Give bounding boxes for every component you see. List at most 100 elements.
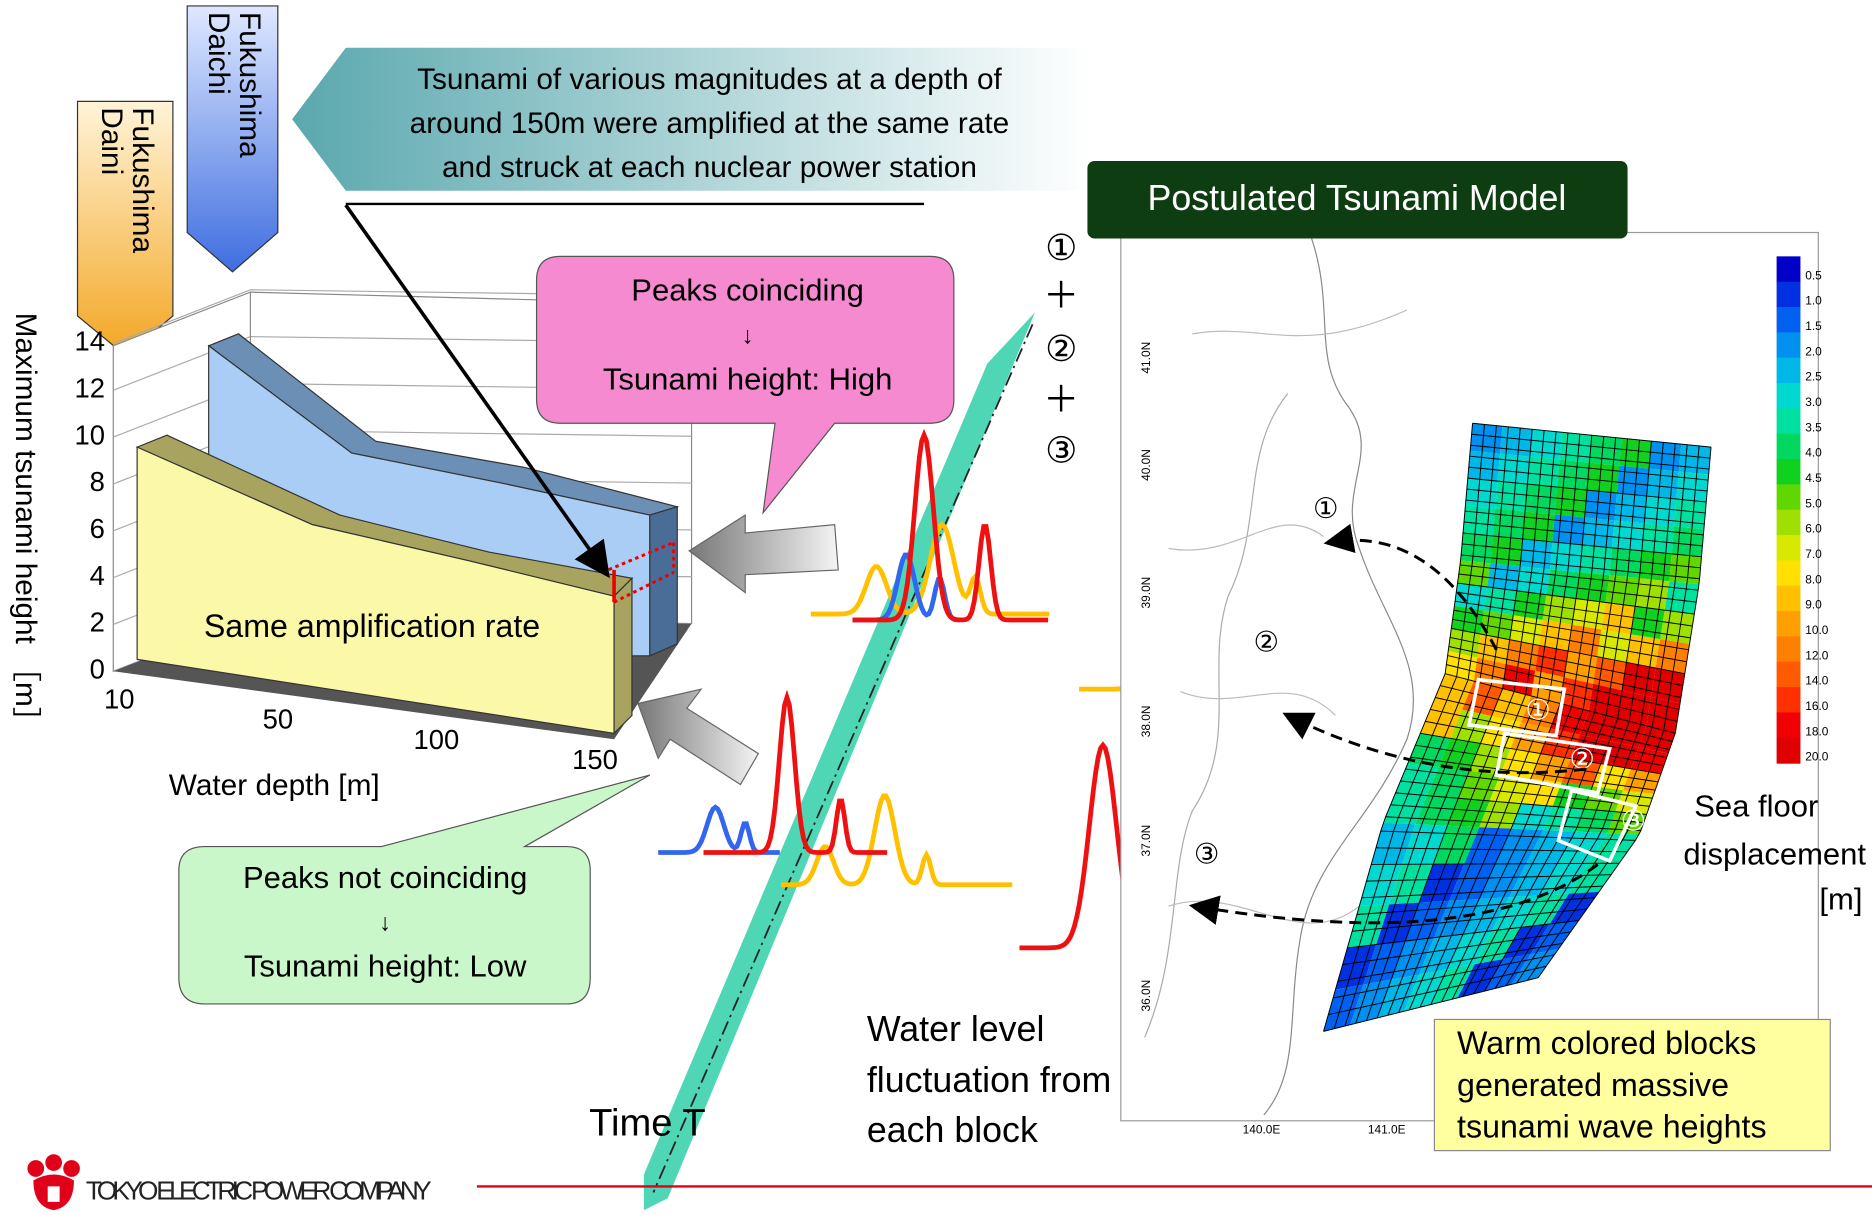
block-label: ③ [1621,805,1647,837]
map-cell [1631,606,1665,639]
map-cell [1656,639,1690,674]
map-cell [1610,548,1642,578]
colorbar-cell [1777,434,1801,460]
map-cell [1525,484,1557,514]
y-tick-label: 4 [90,560,105,591]
sum-label: ＋ [1043,276,1079,316]
wave-label: ① [1313,493,1339,525]
map-cell [1484,587,1517,615]
map-cell [1617,466,1649,496]
colorbar-cell [1777,383,1801,409]
colorbar-label: 9.0 [1805,598,1822,612]
map-cell [1644,496,1676,526]
map-title: Postulated Tsunami Model [1147,178,1566,218]
map-cell [1679,444,1711,474]
colorbar-cell [1777,662,1801,688]
map-cell [1523,512,1555,542]
map: ①②③①②③41.0N40.0N39.0N38.0N37.0N36.0N140.… [1121,233,1829,1137]
x-tick-label: 10 [104,683,134,714]
map-cell [1500,426,1532,456]
lat-label: 40.0N [1139,449,1153,481]
colorbar-cell [1777,560,1801,586]
water-level-text: Water level [867,1009,1045,1049]
colorbar-cell [1777,459,1801,485]
map-cell [1674,499,1706,529]
gray-arrow [638,689,758,784]
lon-label: 140.0E [1243,1122,1281,1136]
map-cell [1587,463,1619,493]
colorbar-label: 2.0 [1805,344,1822,358]
map-cell [1582,517,1614,547]
gray-arrow [689,515,838,593]
lon-label: 141.0E [1368,1122,1406,1136]
map-cell [1546,569,1580,598]
map-cell [1635,578,1669,610]
time-label: Time T [589,1102,706,1145]
legend-title: displacement [1683,836,1866,871]
map-cell [1527,457,1559,487]
colorbar-label: 3.0 [1805,395,1822,409]
logo [27,1154,79,1210]
map-cell [1642,523,1674,553]
banner-text: Fukushima [126,107,159,253]
map-cell [1585,490,1617,520]
sum-label: ① [1045,228,1077,268]
map-cell [1557,460,1589,490]
colorbar-cell [1777,332,1801,358]
water-level-text: fluctuation from [867,1060,1112,1100]
banner-text: Fukushima [233,12,266,158]
wave-label: ③ [1194,839,1220,871]
callout-text: and struck at each nuclear power station [442,151,977,184]
colorbar-label: 5.0 [1805,496,1822,510]
map-cell [1555,487,1587,517]
map-cell [1530,429,1562,459]
bubble-text: Tsunami height: High [603,362,893,397]
map-cell [1552,514,1584,544]
map-cell [1649,441,1681,471]
banner-text: Daini [95,107,128,175]
wave [658,807,780,852]
y-tick-label: 10 [74,419,104,450]
water-level-text: each block [867,1110,1038,1150]
lat-label: 38.0N [1139,705,1153,737]
x-tick-label: 50 [263,704,293,735]
x-tick-label: 100 [414,724,460,755]
sum-label: ② [1045,329,1077,369]
colorbar-label: 0.5 [1805,268,1822,282]
colorbar-cell [1777,535,1801,561]
wave-label: ② [1253,626,1279,658]
map-cell [1468,451,1500,481]
map-cell [1543,595,1576,625]
map-cell [1490,536,1522,566]
footer-text: TOKYO ELECTRIC POWER COMPANY [86,1175,432,1205]
colorbar-cell [1777,636,1801,662]
lat-label: 41.0N [1139,342,1153,374]
map-cell [1487,563,1520,590]
colorbar-label: 16.0 [1805,699,1829,713]
map-cell [1513,591,1546,620]
colorbar-label: 4.0 [1805,446,1822,460]
map-cell [1576,572,1610,602]
colorbar-label: 1.5 [1805,319,1822,333]
colorbar-label: 4.5 [1805,471,1822,485]
chart-label: Same amplification rate [204,608,540,644]
x-axis-title: Water depth [m] [169,769,380,802]
colorbar-cell [1777,738,1801,764]
y-tick-label: 14 [74,326,104,357]
colorbar-label: 6.0 [1805,522,1822,536]
colorbar-label: 18.0 [1805,724,1829,738]
map-cell [1463,506,1495,536]
map-cell [1560,432,1592,462]
bubble-text: ↓ [379,909,391,936]
bubble-text: Peaks coinciding [631,272,864,307]
colorbar-label: 14.0 [1805,674,1829,688]
page: {"banners":[{"lines":["Fukushima","Daich… [0,0,1872,1215]
callout-text: Tsunami of various magnitudes at a depth… [417,63,1002,96]
colorbar-cell [1777,282,1801,308]
y-axis-title: Maximum tsunami height ［m］ [9,313,42,737]
colorbar-cell [1777,611,1801,637]
block-label: ① [1525,694,1551,726]
y-tick-label: 8 [90,466,105,497]
y-tick-label: 0 [90,654,105,685]
map-cell [1660,610,1694,644]
